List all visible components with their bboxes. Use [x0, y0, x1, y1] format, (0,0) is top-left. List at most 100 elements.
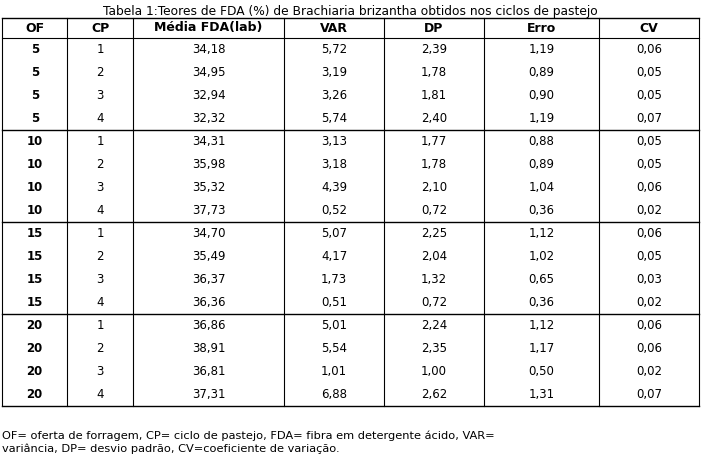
- Text: 36,37: 36,37: [192, 273, 225, 286]
- Text: 3: 3: [97, 89, 104, 102]
- Text: 0,89: 0,89: [529, 158, 554, 171]
- Text: 2: 2: [96, 66, 104, 79]
- Text: 5: 5: [31, 43, 39, 56]
- Text: 1,32: 1,32: [421, 273, 447, 286]
- Text: 2,04: 2,04: [421, 250, 447, 263]
- Text: 5,54: 5,54: [321, 342, 347, 355]
- Text: 4: 4: [96, 296, 104, 309]
- Text: 0,06: 0,06: [636, 342, 662, 355]
- Text: 2,25: 2,25: [421, 227, 447, 240]
- Text: 5,01: 5,01: [321, 319, 347, 332]
- Text: 36,36: 36,36: [192, 296, 225, 309]
- Text: 1,00: 1,00: [421, 365, 447, 378]
- Text: 2,62: 2,62: [421, 388, 447, 401]
- Text: 0,36: 0,36: [529, 204, 554, 217]
- Text: 0,05: 0,05: [637, 158, 662, 171]
- Text: 0,36: 0,36: [529, 296, 554, 309]
- Text: 1,81: 1,81: [421, 89, 447, 102]
- Text: 3,19: 3,19: [321, 66, 347, 79]
- Text: 4: 4: [96, 204, 104, 217]
- Text: 0,07: 0,07: [636, 112, 662, 125]
- Text: CV: CV: [640, 21, 658, 34]
- Text: 5,74: 5,74: [321, 112, 347, 125]
- Text: 2,35: 2,35: [421, 342, 447, 355]
- Text: 1,77: 1,77: [421, 135, 447, 148]
- Text: 0,05: 0,05: [637, 89, 662, 102]
- Text: 4,17: 4,17: [321, 250, 347, 263]
- Text: 4: 4: [96, 112, 104, 125]
- Text: 10: 10: [27, 158, 43, 171]
- Text: 0,02: 0,02: [636, 296, 662, 309]
- Text: 1,04: 1,04: [529, 181, 554, 194]
- Text: 3,13: 3,13: [321, 135, 347, 148]
- Text: 37,73: 37,73: [192, 204, 225, 217]
- Text: 0,65: 0,65: [529, 273, 554, 286]
- Text: 1,19: 1,19: [529, 112, 554, 125]
- Text: 1: 1: [96, 135, 104, 148]
- Text: 32,94: 32,94: [192, 89, 225, 102]
- Text: 32,32: 32,32: [192, 112, 225, 125]
- Text: 2: 2: [96, 250, 104, 263]
- Text: variância, DP= desvio padrão, CV=coeficiente de variação.: variância, DP= desvio padrão, CV=coefici…: [2, 443, 339, 453]
- Text: 10: 10: [27, 135, 43, 148]
- Text: 37,31: 37,31: [192, 388, 225, 401]
- Text: OF= oferta de forragem, CP= ciclo de pastejo, FDA= fibra em detergente ácido, VA: OF= oferta de forragem, CP= ciclo de pas…: [2, 430, 495, 440]
- Text: 0,05: 0,05: [637, 135, 662, 148]
- Text: 0,06: 0,06: [636, 227, 662, 240]
- Text: DP: DP: [424, 21, 444, 34]
- Text: 0,02: 0,02: [636, 365, 662, 378]
- Text: 15: 15: [27, 227, 43, 240]
- Text: 0,06: 0,06: [636, 181, 662, 194]
- Text: 20: 20: [27, 319, 43, 332]
- Text: 1,12: 1,12: [529, 227, 554, 240]
- Text: 3: 3: [97, 273, 104, 286]
- Text: 0,06: 0,06: [636, 319, 662, 332]
- Text: 3,18: 3,18: [321, 158, 347, 171]
- Text: 4,39: 4,39: [321, 181, 347, 194]
- Text: 0,50: 0,50: [529, 365, 554, 378]
- Text: 5: 5: [31, 66, 39, 79]
- Text: 4: 4: [96, 388, 104, 401]
- Text: 2,39: 2,39: [421, 43, 447, 56]
- Text: 0,02: 0,02: [636, 204, 662, 217]
- Text: 1,17: 1,17: [529, 342, 554, 355]
- Text: 2,24: 2,24: [421, 319, 447, 332]
- Text: CP: CP: [91, 21, 109, 34]
- Text: 0,52: 0,52: [321, 204, 347, 217]
- Text: 1,01: 1,01: [321, 365, 347, 378]
- Text: 0,90: 0,90: [529, 89, 554, 102]
- Text: 34,31: 34,31: [192, 135, 225, 148]
- Text: 0,06: 0,06: [636, 43, 662, 56]
- Text: 0,51: 0,51: [321, 296, 347, 309]
- Text: 2,40: 2,40: [421, 112, 447, 125]
- Text: 0,89: 0,89: [529, 66, 554, 79]
- Text: 6,88: 6,88: [321, 388, 347, 401]
- Text: 0,05: 0,05: [637, 250, 662, 263]
- Text: 5: 5: [31, 89, 39, 102]
- Text: 0,05: 0,05: [637, 66, 662, 79]
- Text: 1,78: 1,78: [421, 66, 447, 79]
- Text: 5,72: 5,72: [321, 43, 347, 56]
- Text: 1: 1: [96, 319, 104, 332]
- Text: 0,72: 0,72: [421, 204, 447, 217]
- Text: Tabela 1:Teores de FDA (%) de Brachiaria brizantha obtidos nos ciclos de pastejo: Tabela 1:Teores de FDA (%) de Brachiaria…: [103, 5, 598, 18]
- Text: 3: 3: [97, 181, 104, 194]
- Text: 3: 3: [97, 365, 104, 378]
- Text: 2,10: 2,10: [421, 181, 447, 194]
- Text: 38,91: 38,91: [192, 342, 225, 355]
- Text: OF: OF: [25, 21, 44, 34]
- Text: 34,70: 34,70: [192, 227, 225, 240]
- Text: 0,88: 0,88: [529, 135, 554, 148]
- Text: 20: 20: [27, 365, 43, 378]
- Text: 1,12: 1,12: [529, 319, 554, 332]
- Text: 1,73: 1,73: [321, 273, 347, 286]
- Text: 10: 10: [27, 181, 43, 194]
- Text: 20: 20: [27, 342, 43, 355]
- Text: 0,72: 0,72: [421, 296, 447, 309]
- Text: 34,18: 34,18: [192, 43, 225, 56]
- Text: 2: 2: [96, 342, 104, 355]
- Text: 15: 15: [27, 296, 43, 309]
- Text: 20: 20: [27, 388, 43, 401]
- Text: Média FDA(lab): Média FDA(lab): [154, 21, 263, 34]
- Text: 2: 2: [96, 158, 104, 171]
